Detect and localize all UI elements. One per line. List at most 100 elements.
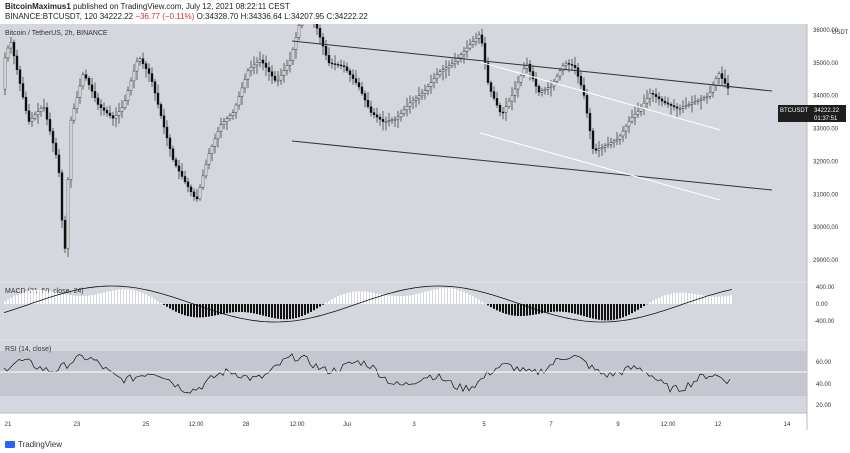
macd-bar — [511, 304, 513, 316]
brand[interactable]: TradingView — [18, 440, 63, 449]
macd-bar — [325, 302, 327, 304]
candle-body — [405, 106, 409, 111]
candle-body — [57, 154, 61, 173]
macd-bar — [334, 297, 336, 304]
macd-bar — [544, 304, 546, 313]
candle-body — [318, 28, 322, 38]
macd-bar — [358, 291, 360, 304]
candle-body — [255, 62, 259, 66]
macd-bar — [40, 290, 42, 304]
macd-bar — [481, 301, 483, 304]
macd-bar — [277, 304, 279, 319]
rsi-tick: 20.00 — [816, 403, 832, 409]
candle-body — [198, 187, 202, 200]
candle-body — [348, 70, 352, 75]
channel-lower-line[interactable] — [291, 140, 773, 191]
macd-bar — [37, 289, 39, 304]
macd-bar — [181, 304, 183, 315]
candle-body — [579, 76, 583, 86]
wedge-upper-line[interactable] — [479, 61, 721, 131]
macd-bar — [613, 304, 615, 320]
candle-body — [462, 51, 466, 55]
candle-body — [204, 164, 208, 177]
macd-bar — [112, 290, 114, 304]
macd-bar — [694, 294, 696, 304]
close-price-badge — [778, 105, 846, 122]
macd-bar — [22, 292, 24, 304]
macd-bar — [403, 296, 405, 304]
candle-body — [285, 65, 289, 71]
candle-body — [21, 83, 25, 98]
candle-body — [342, 65, 346, 67]
candle-body — [324, 46, 328, 56]
macd-bar — [376, 293, 378, 304]
macd-bar — [274, 304, 276, 319]
wedge-lower-line[interactable] — [479, 132, 721, 201]
macd-bar — [4, 301, 6, 304]
candle-body — [552, 81, 556, 87]
rsi-line-path — [3, 353, 731, 394]
macd-bar — [184, 304, 186, 316]
candle-body — [492, 91, 496, 99]
candle-body — [474, 38, 478, 42]
macd-bar — [151, 297, 153, 304]
candle-body — [495, 98, 499, 106]
macd-bar — [286, 304, 288, 320]
macd-bar — [208, 304, 210, 317]
candle-body — [279, 74, 283, 81]
candle-body — [219, 124, 223, 132]
macd-bar — [550, 304, 552, 312]
candle-body — [24, 96, 28, 111]
macd-bar — [637, 304, 639, 310]
macd-bar — [676, 292, 678, 304]
macd-bar — [634, 304, 636, 312]
candle-body — [564, 63, 568, 66]
candle-body — [486, 62, 490, 83]
candle-body — [81, 74, 85, 87]
price-axis: 29000.00 30000.00 31000.00 32000.00 33000.00… — [813, 28, 839, 264]
time-tick: 7 — [549, 422, 553, 428]
candle-body — [540, 90, 544, 93]
macd-bar — [127, 289, 129, 304]
candle-body — [288, 60, 292, 66]
macd-bar — [730, 295, 732, 304]
macd-bar — [457, 289, 459, 304]
candle-body — [258, 59, 262, 63]
price-tick: 29000.00 — [813, 258, 839, 264]
macd-bar — [190, 304, 192, 317]
candle-body — [168, 137, 172, 149]
macd-bar — [244, 304, 246, 313]
candle-body — [630, 117, 634, 122]
candle-body — [591, 130, 595, 149]
macd-bar — [124, 289, 126, 304]
time-tick: 14 — [784, 422, 791, 428]
last-price: 34222.22 — [99, 12, 134, 21]
time-tick: 12:00 — [660, 422, 676, 428]
macd-bar — [28, 290, 30, 304]
macd-bar — [601, 304, 603, 321]
channel-upper-line[interactable] — [291, 40, 773, 92]
candle-body — [675, 106, 679, 109]
macd-bar — [76, 295, 78, 304]
candle-body — [129, 80, 133, 91]
macd-bar — [97, 293, 99, 304]
candle-body — [48, 119, 52, 132]
candle-body — [588, 112, 592, 132]
candle-body — [264, 62, 268, 68]
macd-bar — [514, 304, 516, 316]
macd-bar — [85, 295, 87, 304]
macd-bar — [475, 298, 477, 304]
macd-bar — [562, 304, 564, 312]
macd-bar — [298, 304, 300, 318]
tradingview-logo-icon — [5, 441, 15, 448]
price-tick: 35000.00 — [813, 61, 839, 67]
candle-body — [174, 159, 178, 167]
candle-body — [681, 106, 685, 109]
candle-body — [420, 93, 424, 97]
author[interactable]: BitcoinMaximus1 — [5, 2, 71, 11]
candle-body — [249, 67, 253, 72]
macd-bar — [685, 292, 687, 304]
macd-bar — [79, 296, 81, 304]
candle-body — [66, 179, 70, 249]
